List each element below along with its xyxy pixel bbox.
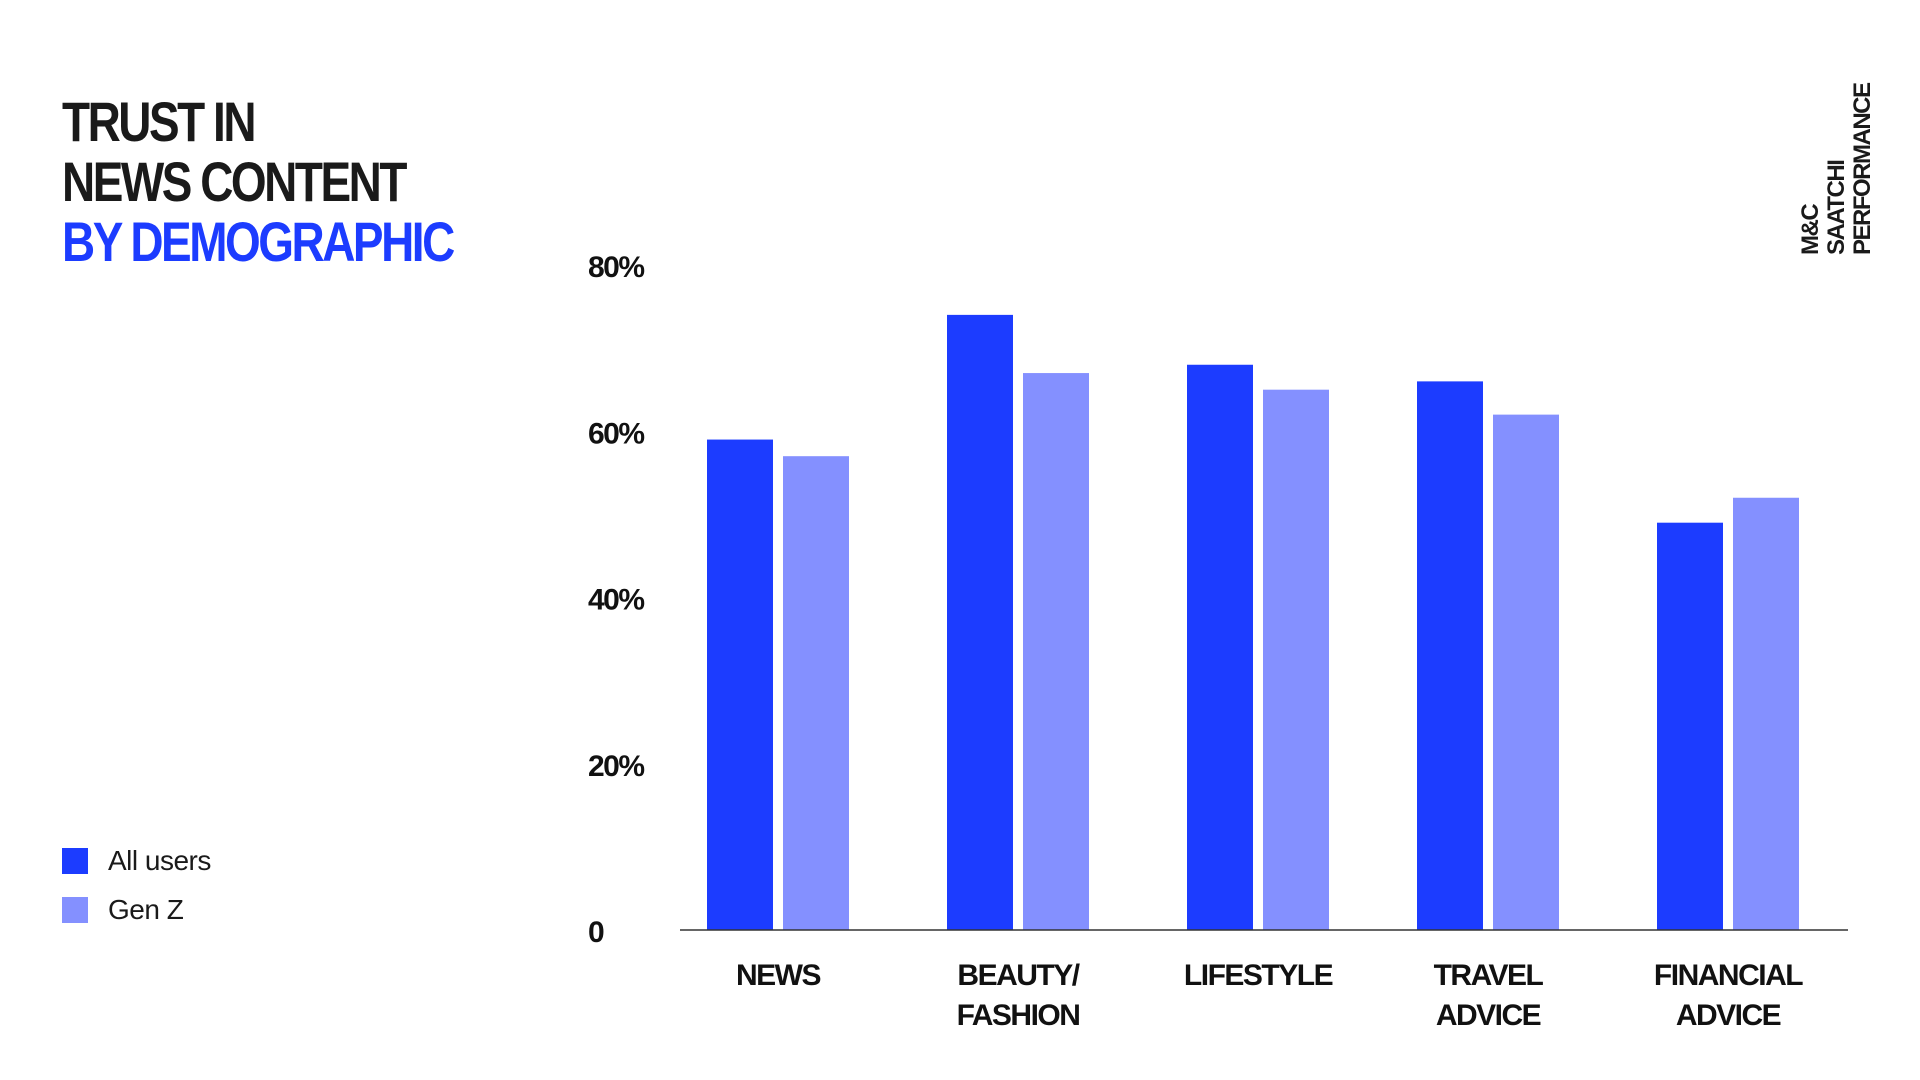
title-line-1: TRUST IN bbox=[62, 90, 257, 153]
bar-gen-z-2 bbox=[1263, 389, 1329, 930]
title-line-3: BY DEMOGRAPHIC bbox=[62, 210, 455, 273]
legend-label-gen-z: Gen Z bbox=[108, 894, 184, 925]
category-label-line: ADVICE bbox=[1436, 999, 1541, 1032]
bar-all-users-0 bbox=[707, 439, 773, 930]
category-label-line: TRAVEL bbox=[1434, 959, 1544, 992]
bar-gen-z-1 bbox=[1023, 373, 1089, 930]
y-axis-tick-labels: 0 20% 40% 60% 80% bbox=[588, 251, 646, 949]
y-tick-label-3: 60% bbox=[588, 417, 644, 450]
bar-all-users-1 bbox=[947, 314, 1013, 930]
legend-swatch-all-users bbox=[62, 848, 88, 874]
category-label-3: TRAVEL ADVICE bbox=[1434, 959, 1544, 1032]
legend-label-all-users: All users bbox=[108, 845, 211, 876]
title-line-2: NEWS CONTENT bbox=[62, 150, 407, 213]
y-tick-label-0: 0 bbox=[588, 916, 604, 949]
y-tick-label-4: 80% bbox=[588, 251, 644, 284]
y-tick-label-1: 20% bbox=[588, 750, 644, 783]
category-label-line: FASHION bbox=[957, 999, 1080, 1032]
legend-item-all-users: All users bbox=[62, 845, 211, 876]
bar-gen-z-4 bbox=[1733, 497, 1799, 930]
chart-legend: All users Gen Z bbox=[62, 845, 211, 944]
category-label-1: BEAUTY/FASHION bbox=[957, 959, 1081, 1032]
bar-all-users-4 bbox=[1657, 522, 1723, 930]
bar-gen-z-0 bbox=[783, 456, 849, 930]
category-label-line: LIFESTYLE bbox=[1184, 959, 1333, 992]
category-label-line: FINANCIAL bbox=[1654, 959, 1803, 992]
category-label-2: LIFESTYLE bbox=[1184, 959, 1333, 992]
bar-all-users-2 bbox=[1187, 364, 1253, 930]
category-label-0: NEWS bbox=[736, 959, 820, 992]
bar-gen-z-3 bbox=[1493, 414, 1559, 930]
y-tick-label-2: 40% bbox=[588, 584, 644, 617]
legend-swatch-gen-z bbox=[62, 897, 88, 923]
category-label-line: NEWS bbox=[736, 959, 820, 992]
chart-title: TRUST IN NEWS CONTENT BY DEMOGRAPHIC bbox=[62, 90, 455, 273]
category-label-line: ADVICE bbox=[1676, 999, 1781, 1032]
bar-group bbox=[707, 314, 1799, 930]
legend-item-gen-z: Gen Z bbox=[62, 894, 211, 925]
category-label-4: FINANCIAL ADVICE bbox=[1654, 959, 1803, 1032]
bar-all-users-3 bbox=[1417, 381, 1483, 930]
category-label-line: BEAUTY/ bbox=[957, 959, 1080, 992]
